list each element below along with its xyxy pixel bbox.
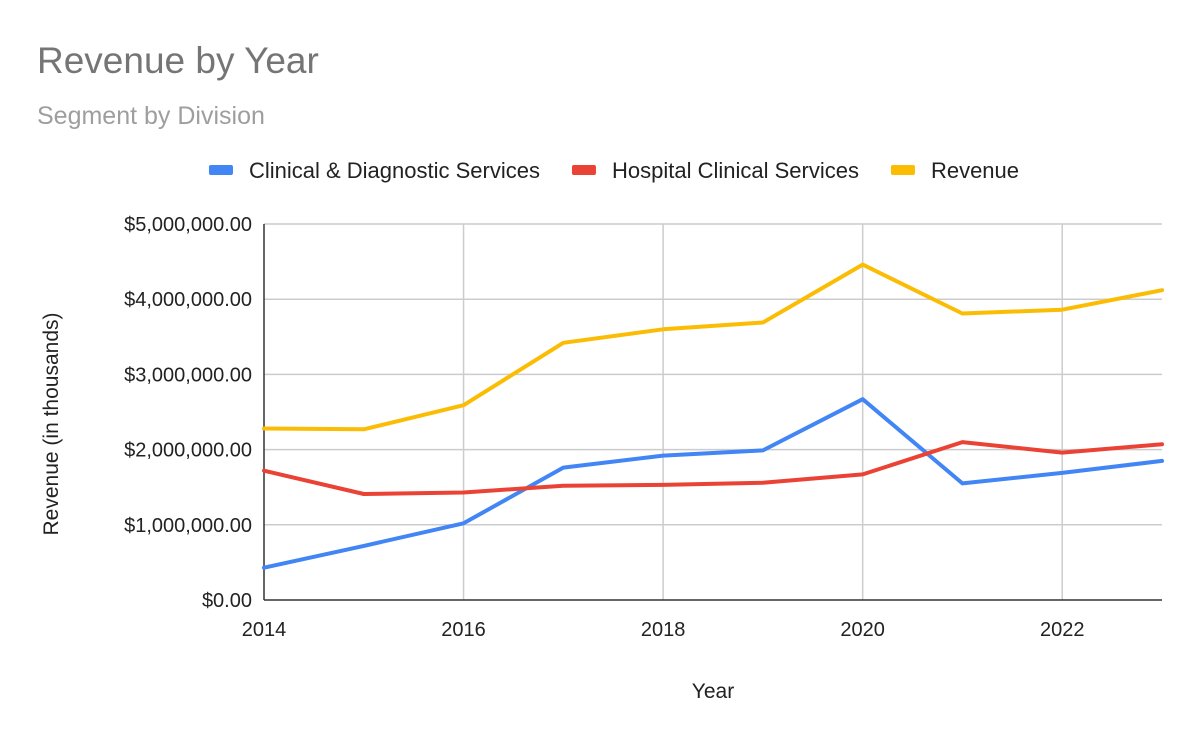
chart-title: Revenue by Year [37,40,319,81]
y-tick-label: $2,000,000.00 [124,440,252,462]
legend-label: Hospital Clinical Services [612,158,859,183]
legend-swatch [208,165,233,175]
legend-swatch [890,165,915,175]
x-tick-label: 2020 [840,619,885,641]
series-lines [262,262,1164,570]
y-tick-labels: $0.00 $1,000,000.00 $2,000,000.00 $3,000,00… [124,214,252,612]
y-tick-label: $5,000,000.00 [124,214,252,236]
chart-subtitle: Segment by Division [37,102,265,130]
x-tick-label: 2022 [1040,619,1085,641]
legend-item: Hospital Clinical Services [571,158,859,183]
axes [263,224,1162,601]
x-tick-labels: 2014 2016 2018 2020 2022 [242,619,1085,641]
x-tick-label: 2014 [242,619,287,641]
legend: Clinical & Diagnostic Services Hospital C… [208,158,1019,183]
y-tick-label: $0.00 [202,590,252,612]
x-tick-label: 2016 [441,619,486,641]
y-tick-label: $1,000,000.00 [124,515,252,537]
y-axis-title: Revenue (in thousands) [40,313,63,536]
y-tick-label: $3,000,000.00 [124,364,252,386]
legend-label: Clinical & Diagnostic Services [249,158,540,183]
x-tick-label: 2018 [641,619,686,641]
series-line-revenue [262,262,1164,432]
y-tick-label: $4,000,000.00 [124,289,252,311]
legend-label: Revenue [931,158,1019,183]
gridlines [264,223,1162,600]
x-axis-title: Year [692,680,734,703]
legend-item: Clinical & Diagnostic Services [208,158,540,183]
legend-item: Revenue [890,158,1019,183]
legend-swatch [571,165,596,175]
series-line-hospital-clinical-services [262,440,1164,496]
series-line-clinical-diagnostic-services [262,397,1164,570]
